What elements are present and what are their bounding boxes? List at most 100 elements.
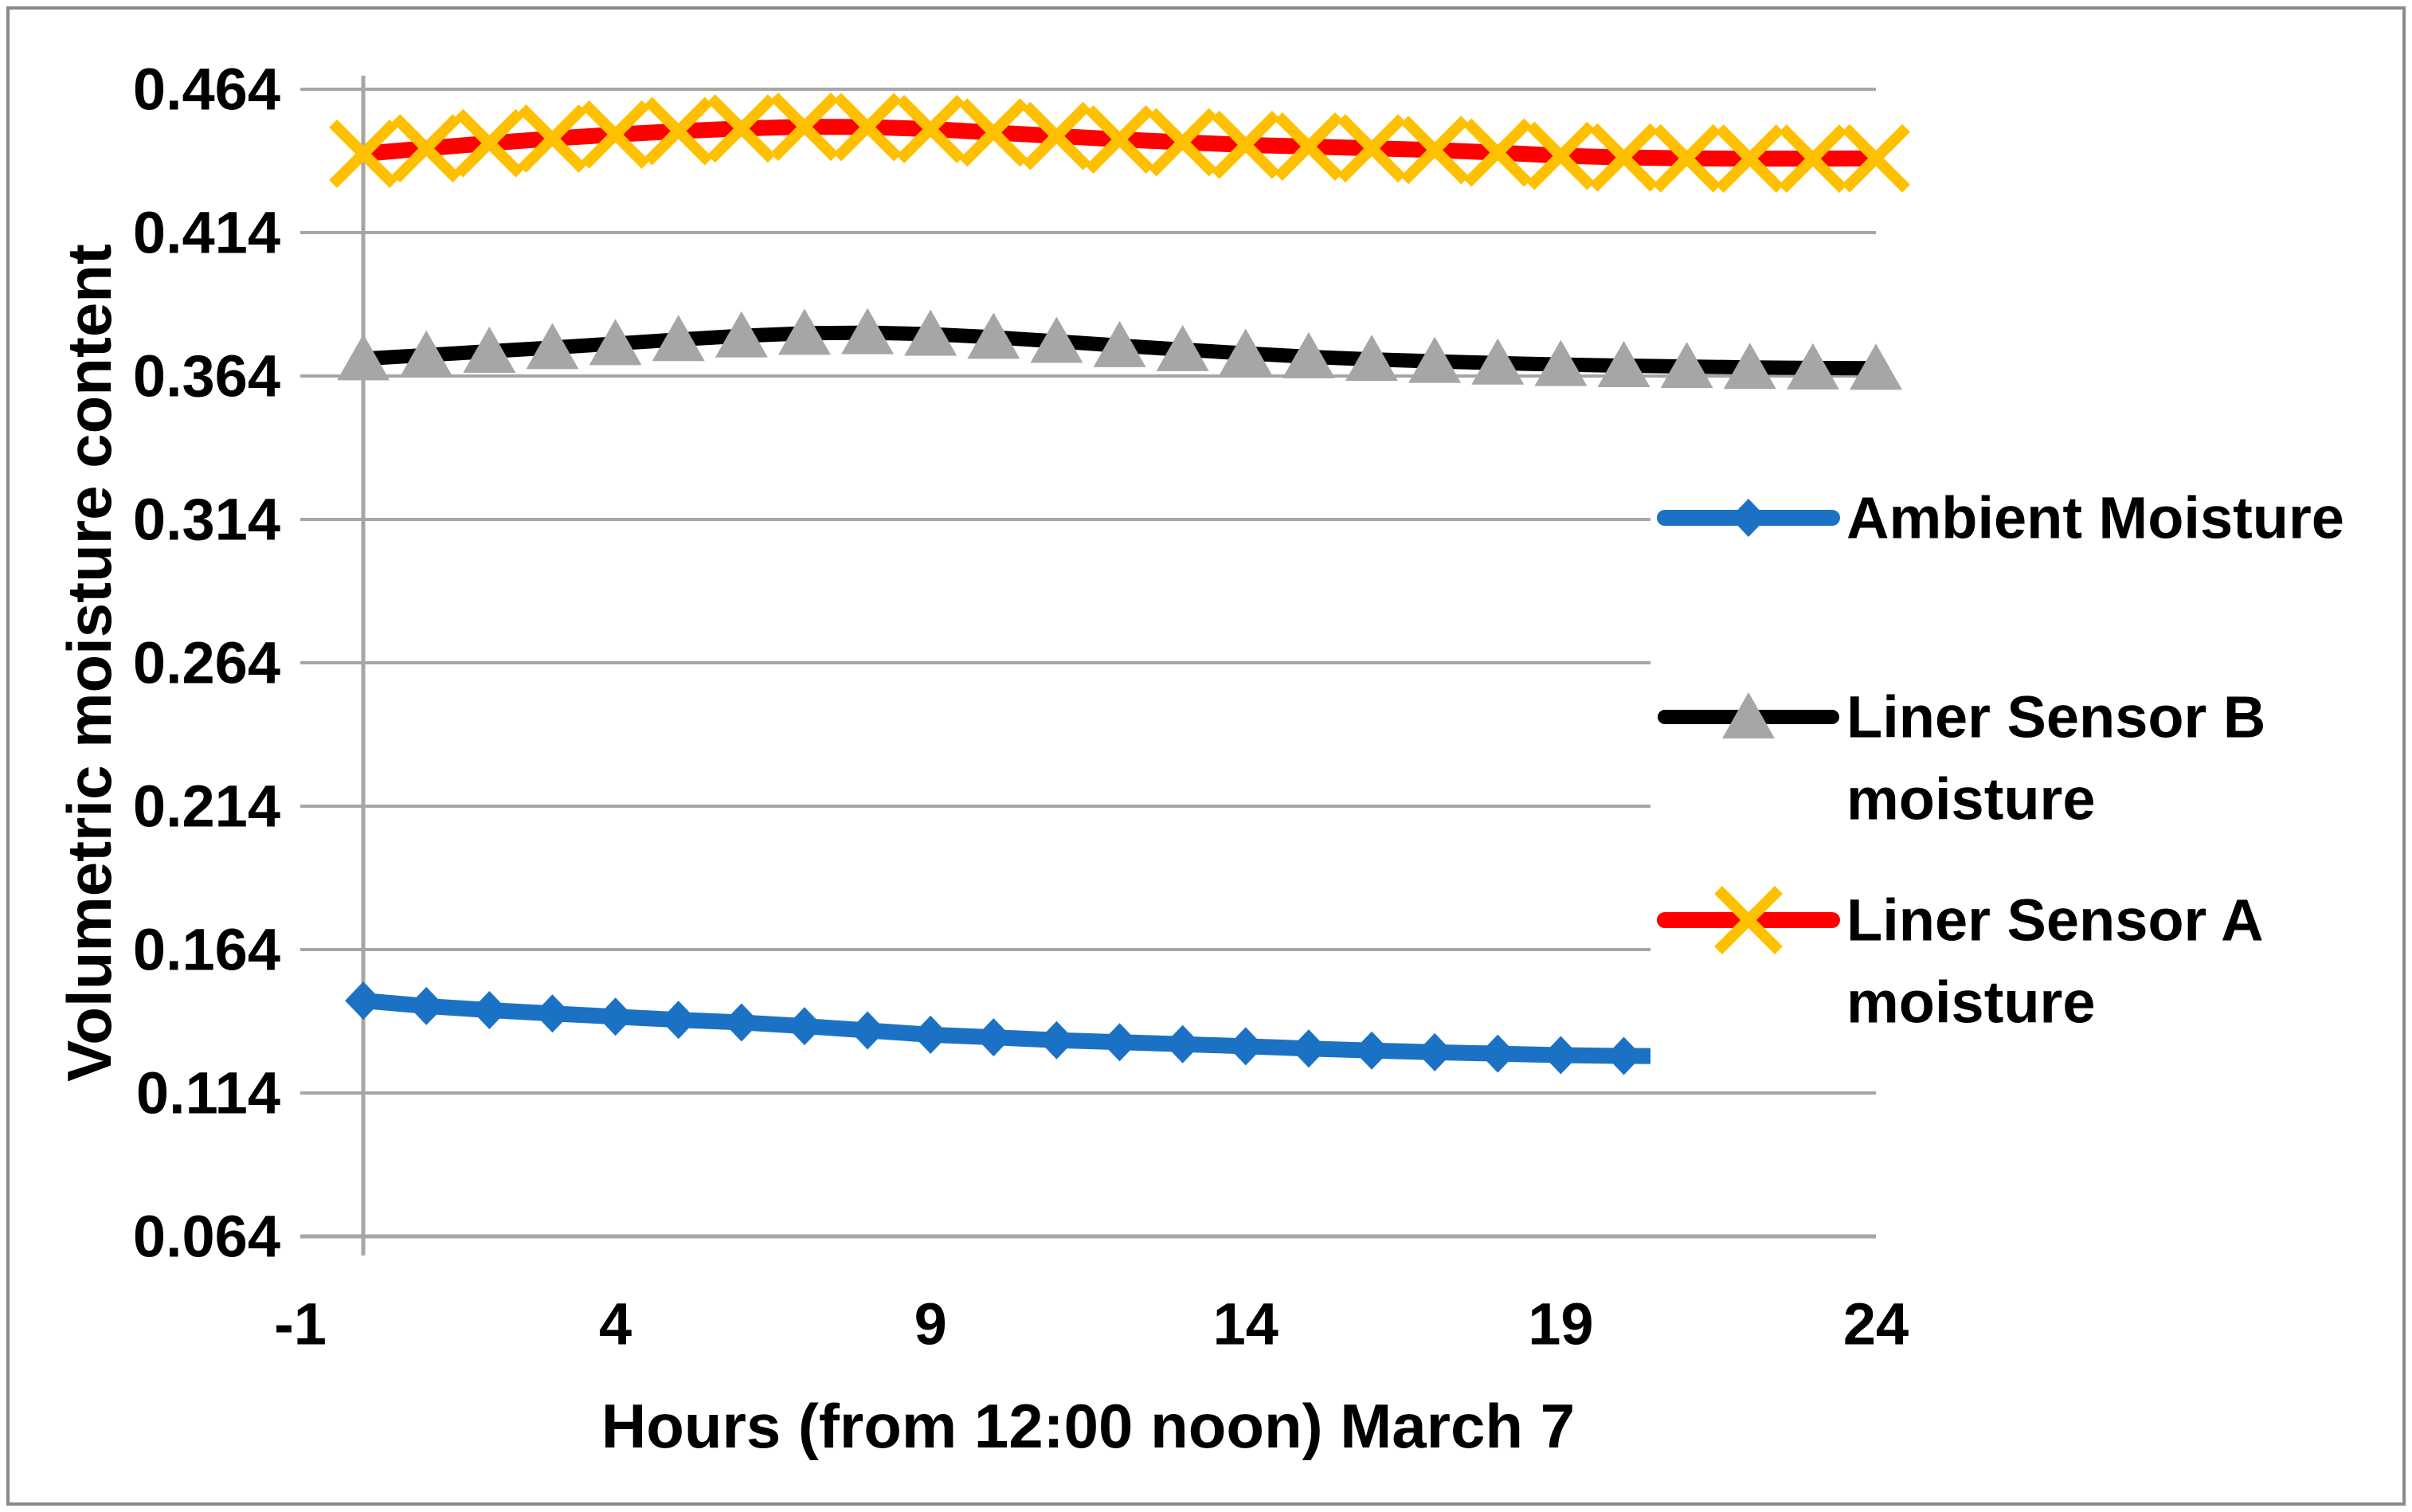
marker-liner-sensor-b-moisture bbox=[1597, 341, 1650, 388]
marker-ambient-moisture bbox=[534, 994, 571, 1033]
marker-liner-sensor-b-moisture bbox=[1660, 342, 1713, 389]
x-tick-label: 4 bbox=[599, 1291, 632, 1357]
marker-liner-sensor-a-moisture bbox=[329, 119, 398, 188]
x-tick-label: -1 bbox=[274, 1291, 327, 1357]
marker-liner-sensor-b-moisture bbox=[652, 315, 705, 362]
legend-label-ambient-moisture: Ambient Moisture bbox=[1846, 485, 2344, 551]
legend-item-ambient-moisture: Ambient Moisture bbox=[1657, 485, 2344, 551]
marker-ambient-moisture bbox=[1038, 1020, 1075, 1060]
marker-liner-sensor-b-moisture bbox=[1093, 320, 1146, 367]
axes-layer bbox=[300, 76, 1876, 1255]
marker-liner-sensor-a-moisture bbox=[1715, 124, 1784, 194]
legend-label-liner-sensor-a-moisture: moisture bbox=[1846, 969, 2096, 1036]
marker-liner-sensor-a-moisture bbox=[833, 92, 903, 162]
marker-liner-sensor-a-moisture bbox=[644, 96, 713, 166]
marker-liner-sensor-b-moisture bbox=[1345, 335, 1399, 382]
marker-liner-sensor-b-moisture bbox=[1408, 336, 1462, 383]
marker-ambient-moisture bbox=[1542, 1036, 1580, 1075]
marker-liner-sensor-b-moisture bbox=[1534, 339, 1588, 386]
gridlines-layer bbox=[300, 88, 1876, 1238]
marker-liner-sensor-a-moisture bbox=[518, 104, 587, 173]
marker-liner-sensor-a-moisture bbox=[1589, 123, 1658, 192]
marker-ambient-moisture bbox=[1290, 1029, 1327, 1068]
marker-liner-sensor-b-moisture bbox=[1723, 343, 1776, 390]
marker-liner-sensor-b-moisture bbox=[1030, 316, 1083, 363]
marker-liner-sensor-b-moisture bbox=[589, 319, 642, 366]
marker-ambient-moisture bbox=[1353, 1031, 1391, 1070]
y-tick-label: 0.264 bbox=[133, 630, 280, 696]
marker-liner-sensor-b-moisture bbox=[715, 311, 768, 358]
y-tick-label: 0.414 bbox=[133, 200, 280, 266]
marker-liner-sensor-a-moisture bbox=[1337, 114, 1406, 183]
marker-liner-sensor-a-moisture bbox=[770, 92, 839, 162]
marker-liner-sensor-a-moisture bbox=[1085, 105, 1154, 174]
marker-ambient-moisture bbox=[1164, 1024, 1201, 1063]
figure-border bbox=[6, 6, 2406, 1506]
marker-liner-sensor-a-moisture bbox=[896, 95, 965, 163]
legend-sample-marker-liner-sensor-b-moisture bbox=[1722, 692, 1775, 738]
x-tick-labels: -1 4 9 14 19 24 bbox=[274, 1291, 1909, 1357]
marker-liner-sensor-b-moisture bbox=[337, 334, 390, 381]
marker-ambient-moisture bbox=[785, 1007, 823, 1046]
marker-liner-sensor-a-moisture bbox=[1526, 121, 1596, 190]
marker-liner-sensor-b-moisture bbox=[400, 330, 453, 377]
marker-liner-sensor-a-moisture bbox=[1274, 112, 1343, 181]
marker-ambient-moisture bbox=[1227, 1027, 1264, 1066]
marker-ambient-moisture bbox=[471, 990, 508, 1029]
marker-ambient-moisture bbox=[1479, 1034, 1517, 1073]
marker-liner-sensor-a-moisture bbox=[707, 94, 776, 163]
marker-ambient-moisture bbox=[912, 1015, 950, 1054]
y-tick-label: 0.214 bbox=[133, 774, 280, 840]
marker-ambient-moisture bbox=[849, 1011, 887, 1050]
marker-ambient-moisture bbox=[660, 1001, 697, 1040]
series-liner-sensor-a-moisture bbox=[329, 92, 1910, 194]
legend-label-liner-sensor-b-moisture: Liner Sensor B bbox=[1846, 684, 2265, 750]
legend-sample-marker-liner-sensor-a-moisture bbox=[1714, 886, 1783, 954]
marker-liner-sensor-b-moisture bbox=[463, 327, 516, 374]
series-layer bbox=[329, 92, 1910, 1076]
legend-box bbox=[1650, 437, 2396, 1086]
marker-liner-sensor-b-moisture bbox=[967, 312, 1020, 359]
marker-ambient-moisture bbox=[345, 981, 382, 1020]
marker-ambient-moisture bbox=[1605, 1036, 1643, 1075]
marker-liner-sensor-a-moisture bbox=[1463, 118, 1533, 187]
marker-liner-sensor-a-moisture bbox=[455, 108, 524, 178]
y-tick-label: 0.114 bbox=[136, 1060, 280, 1126]
marker-liner-sensor-b-moisture bbox=[1850, 343, 1902, 390]
marker-liner-sensor-a-moisture bbox=[1778, 124, 1847, 194]
y-tick-label: 0.364 bbox=[133, 343, 280, 409]
marker-liner-sensor-a-moisture bbox=[1652, 123, 1721, 193]
y-tick-label: 0.314 bbox=[133, 487, 280, 553]
legend-label-liner-sensor-a-moisture: Liner Sensor A bbox=[1846, 887, 2264, 954]
legend-item-liner-sensor-b-moisture: Liner Sensor B moisture bbox=[1658, 684, 2265, 832]
x-tick-label: 19 bbox=[1528, 1291, 1593, 1357]
marker-ambient-moisture bbox=[1416, 1032, 1454, 1071]
marker-liner-sensor-b-moisture bbox=[1786, 343, 1839, 390]
y-tick-labels: 0.064 0.114 0.164 0.214 0.264 0.314 0.364 0.414… bbox=[133, 57, 280, 1270]
marker-liner-sensor-a-moisture bbox=[392, 114, 461, 183]
x-tick-label: 9 bbox=[914, 1291, 947, 1357]
marker-liner-sensor-a-moisture bbox=[1842, 123, 1910, 193]
marker-liner-sensor-b-moisture bbox=[841, 307, 895, 354]
x-tick-label: 14 bbox=[1213, 1291, 1278, 1357]
marker-liner-sensor-b-moisture bbox=[1219, 328, 1272, 375]
y-axis-title: Volumetric moisture content bbox=[54, 244, 124, 1082]
marker-liner-sensor-b-moisture bbox=[1282, 331, 1335, 378]
marker-liner-sensor-b-moisture bbox=[1156, 324, 1209, 371]
marker-ambient-moisture bbox=[1101, 1023, 1138, 1062]
y-tick-label: 0.464 bbox=[133, 57, 280, 123]
series-liner-sensor-b-moisture bbox=[337, 307, 1902, 390]
legend-label-liner-sensor-b-moisture: moisture bbox=[1846, 766, 2096, 832]
y-tick-label: 0.064 bbox=[133, 1204, 280, 1270]
legend-sample-marker-ambient-moisture bbox=[1730, 499, 1767, 537]
marker-liner-sensor-a-moisture bbox=[581, 100, 650, 169]
x-tick-label: 24 bbox=[1843, 1291, 1909, 1357]
marker-liner-sensor-a-moisture bbox=[1211, 110, 1280, 179]
legend-item-liner-sensor-a-moisture: Liner Sensor A moisture bbox=[1657, 886, 2264, 1036]
marker-liner-sensor-b-moisture bbox=[777, 308, 831, 355]
marker-liner-sensor-b-moisture bbox=[1471, 338, 1525, 385]
marker-ambient-moisture bbox=[597, 997, 634, 1036]
